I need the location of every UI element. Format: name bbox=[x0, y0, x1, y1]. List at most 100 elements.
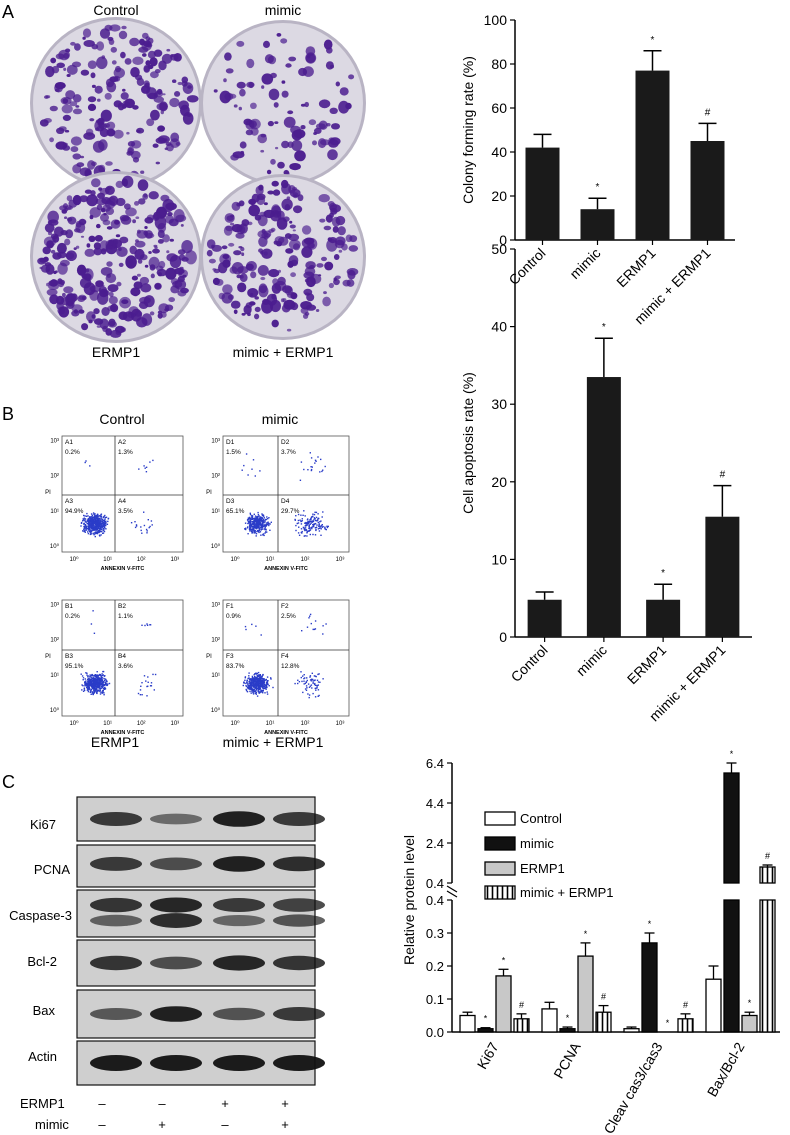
event-dot bbox=[253, 688, 255, 690]
colony bbox=[323, 225, 332, 231]
event-dot bbox=[298, 526, 300, 528]
event-dot bbox=[308, 524, 310, 527]
event-dot bbox=[88, 520, 91, 522]
colony bbox=[149, 311, 155, 316]
event-dot bbox=[102, 670, 104, 673]
colony bbox=[89, 118, 95, 122]
colony bbox=[138, 198, 146, 205]
colony bbox=[145, 42, 149, 47]
event-dot bbox=[246, 680, 248, 682]
colony bbox=[300, 125, 306, 130]
event-dot bbox=[324, 465, 326, 468]
colony bbox=[118, 262, 124, 267]
colony bbox=[282, 216, 290, 222]
event-dot bbox=[85, 460, 87, 462]
event-dot bbox=[254, 683, 256, 685]
event-dot bbox=[305, 529, 307, 531]
event-dot bbox=[98, 525, 101, 528]
event-dot bbox=[262, 674, 264, 676]
colony bbox=[246, 58, 255, 69]
event-dot bbox=[90, 513, 93, 515]
event-dot bbox=[93, 520, 95, 522]
event-dot bbox=[258, 515, 260, 517]
event-dot bbox=[256, 680, 258, 682]
event-dot bbox=[301, 680, 303, 683]
event-dot bbox=[81, 675, 84, 677]
colony bbox=[70, 136, 82, 146]
event-dot bbox=[90, 674, 92, 676]
event-dot bbox=[263, 517, 265, 519]
event-dot bbox=[260, 683, 262, 686]
event-dot bbox=[82, 679, 84, 681]
significance-mark: # bbox=[683, 1000, 688, 1010]
event-dot bbox=[248, 516, 251, 519]
colony bbox=[172, 79, 177, 83]
event-dot bbox=[139, 689, 142, 691]
event-dot bbox=[82, 690, 85, 692]
colony bbox=[157, 272, 162, 277]
event-dot bbox=[265, 528, 267, 530]
event-dot bbox=[263, 685, 266, 687]
event-dot bbox=[261, 681, 263, 684]
colony bbox=[346, 279, 355, 287]
colony bbox=[164, 308, 170, 312]
x-tick-label: 10¹ bbox=[266, 721, 275, 727]
event-dot bbox=[264, 683, 266, 686]
event-dot bbox=[320, 528, 322, 530]
y-tick-label: 0.3 bbox=[426, 926, 444, 941]
event-dot bbox=[264, 526, 266, 529]
event-dot bbox=[87, 515, 89, 517]
event-dot bbox=[99, 527, 102, 529]
event-dot bbox=[82, 685, 84, 687]
event-dot bbox=[258, 677, 260, 679]
event-dot bbox=[94, 675, 96, 678]
colony bbox=[105, 200, 116, 209]
event-dot bbox=[84, 531, 86, 533]
event-dot bbox=[252, 523, 255, 525]
colony bbox=[70, 146, 79, 153]
event-dot bbox=[102, 519, 105, 522]
event-dot bbox=[257, 683, 259, 685]
event-dot bbox=[314, 522, 317, 525]
event-dot bbox=[316, 687, 318, 689]
event-dot bbox=[100, 530, 103, 533]
colony bbox=[105, 161, 113, 166]
colony bbox=[329, 204, 341, 213]
event-dot bbox=[134, 526, 137, 529]
event-dot bbox=[307, 521, 309, 523]
event-dot bbox=[134, 521, 136, 523]
colony bbox=[93, 242, 101, 250]
event-dot bbox=[309, 615, 311, 617]
event-dot bbox=[252, 688, 254, 691]
event-dot bbox=[256, 682, 258, 684]
event-dot bbox=[321, 524, 323, 526]
event-dot bbox=[94, 515, 97, 518]
event-dot bbox=[309, 675, 312, 677]
event-dot bbox=[307, 693, 309, 695]
colony bbox=[225, 68, 234, 74]
colony bbox=[169, 97, 180, 108]
condition-label-ermp1: ERMP1 bbox=[20, 1096, 65, 1111]
event-dot bbox=[104, 521, 106, 523]
colony bbox=[261, 248, 273, 259]
event-dot bbox=[90, 525, 92, 528]
y-tick-label: 0.4 bbox=[426, 876, 444, 891]
event-dot bbox=[106, 523, 109, 525]
event-dot bbox=[302, 675, 304, 677]
event-dot bbox=[103, 681, 105, 683]
event-dot bbox=[306, 532, 308, 534]
colony bbox=[268, 88, 280, 101]
event-dot bbox=[101, 522, 103, 525]
event-dot bbox=[317, 681, 320, 683]
event-dot bbox=[309, 519, 311, 521]
event-dot bbox=[262, 679, 264, 681]
colony bbox=[268, 269, 280, 278]
event-dot bbox=[98, 681, 100, 684]
event-dot bbox=[297, 519, 300, 522]
event-dot bbox=[250, 678, 252, 680]
colony bbox=[219, 90, 231, 104]
event-dot bbox=[307, 522, 310, 525]
event-dot bbox=[257, 688, 260, 691]
event-dot bbox=[261, 517, 264, 520]
event-dot bbox=[105, 528, 107, 530]
